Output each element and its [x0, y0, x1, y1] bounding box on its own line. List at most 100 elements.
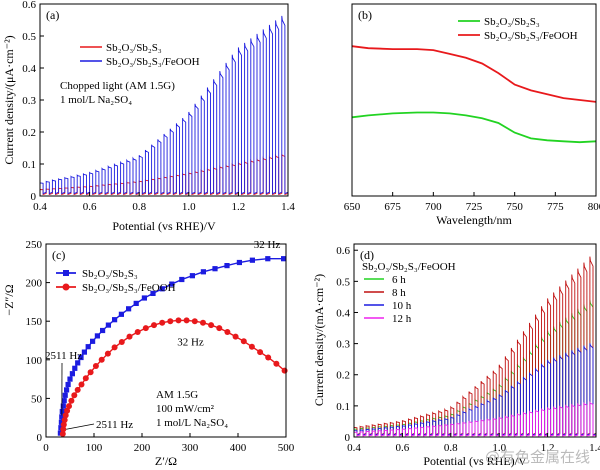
panel-c-x-tick-label-5: 500: [278, 442, 295, 454]
watermark: @有色金属在线: [485, 448, 590, 466]
panel-b-x-tick-label-3: 725: [466, 201, 483, 213]
panel-c-point-label-2: 2511 Hz: [45, 350, 82, 362]
panel-d-series: [353, 256, 597, 437]
panel-b-legend: Sb₂O₃/Sb₂S₃ Sb₂O₃/Sb₂S₃/FeOOH: [458, 16, 578, 42]
panel-c-series-1-point-16: [111, 344, 118, 351]
panel-c-series-1-point-23: [167, 318, 174, 325]
panel-d-x-tick-label-3: 1.0: [492, 442, 506, 454]
panel-c-series-1-point-10: [78, 381, 85, 388]
panel-c-series-1-point-27: [200, 319, 206, 326]
panel-c-x-tick-label-1: 100: [86, 442, 103, 454]
panel-b-series-0-line: [351, 111, 597, 144]
panel-c-series-1-point-25: [183, 317, 190, 324]
panel-a-y-tick-label-0: 0: [31, 191, 37, 203]
panel-c-series-1-point-26: [191, 318, 198, 325]
panel-d-y-ticks: 0 0.1 0.2 0.3 0.4 0.5 0.6: [336, 245, 358, 444]
panel-c-series-1-point-1: [60, 426, 67, 433]
panel-c-series-1-point-31: [232, 333, 239, 340]
panel-c-series-0-point-5: [60, 403, 66, 409]
panel-c-series-0-point-19: [100, 327, 106, 334]
panel-d-x-ticks: 0.4 0.6 0.8 1.0 1.2 1.4: [347, 433, 600, 454]
panel-b-x-tick-label-6: 800: [588, 201, 600, 213]
panel-c-annotation-1: 100 mW/cm²: [156, 403, 215, 415]
panel-a-x-label: Potential (vs RHE)/V: [112, 219, 216, 233]
panel-c-series-0-point-30: [189, 273, 195, 279]
panel-a-x-tick-label-3: 1.0: [182, 201, 196, 213]
panel-c-frame: [45, 243, 287, 438]
panel-c-y-tick-label-4: 200: [26, 278, 43, 290]
panel-b: 650675700725750775800 (b) Wavelength/nm …: [344, 3, 600, 227]
panel-b-x-tick-label-2: 700: [425, 201, 442, 213]
panel-c-series-1-point-15: [104, 350, 111, 357]
panel-c-series-1-point-32: [240, 338, 247, 345]
panel-d-legend-label-2: 10 h: [392, 300, 412, 312]
panel-a-y-tick-label-4: 0.4: [22, 63, 36, 75]
panel-c-y-tick-label-3: 150: [26, 316, 43, 328]
panel-c-series-1-point-19: [134, 329, 141, 335]
panel-a-annotation-1: 1 mol/L Na₂SO₄: [60, 94, 132, 106]
panel-c-series-0-point-10: [67, 376, 73, 382]
panel-c-series-1-point-20: [142, 325, 149, 332]
panel-c-series-1-point-29: [216, 325, 223, 332]
panel-c-series-1-point-24: [175, 317, 182, 324]
panel-c-x-ticks: 0 100 200 300 400 500: [43, 433, 295, 454]
panel-c-series-1-point-12: [87, 369, 94, 376]
panel-c-x-tick-label-3: 300: [182, 442, 199, 454]
panel-b-x-tick-label-0: 650: [344, 201, 361, 213]
panel-a-y-tick-label-3: 0.3: [22, 95, 36, 107]
panel-c-legend-marker-1: [62, 283, 70, 291]
panel-d-y-tick-label-5: 0.5: [336, 276, 350, 288]
panel-c-legend-label-0: Sb₂O₃/Sb₂S₃: [82, 268, 138, 280]
panel-c-series-0-point-33: [224, 263, 230, 269]
panel-c-series-0-point-32: [212, 266, 218, 272]
panel-c-point-label-3: 2511 Hz: [96, 419, 133, 431]
panel-c-series-0-point-6: [61, 398, 67, 404]
panel-c-series-0-point-34: [236, 259, 242, 266]
panel-a-label: (a): [46, 8, 59, 22]
panel-c-legend-label-1: Sb₂O₃/Sb₂S₃/FeOOH: [82, 282, 176, 294]
panel-a-x-tick-label-2: 0.8: [132, 201, 146, 213]
panel-d-x-label: Potential (vs RHE)/V: [423, 454, 527, 468]
panel-c-series: [57, 256, 288, 437]
panel-a-x-tick-label-1: 0.6: [83, 201, 97, 213]
panel-d-legend-label-0: 6 h: [392, 274, 406, 286]
panel-b-x-tick-label-5: 775: [547, 201, 564, 213]
panel-d-y-tick-label-3: 0.3: [336, 339, 350, 351]
panel-c-series-0-point-17: [90, 338, 96, 344]
panel-c-legend-marker-0: [63, 270, 69, 276]
panel-c: 0 100 200 300 400 500 0 50 100 150 200 250 (c) Z′/…: [2, 239, 295, 468]
panel-a-x-tick-label-0: 0.4: [33, 201, 47, 213]
panel-c-series-0-point-18: [94, 333, 100, 339]
panel-c-series-0-point-21: [112, 317, 118, 323]
panel-c-annotation-0: AM 1.5G: [156, 389, 198, 401]
panel-c-series-1-point-28: [208, 322, 215, 329]
panel-d-y-tick-label-1: 0.1: [336, 401, 350, 413]
panel-c-series-0-point-28: [169, 281, 175, 287]
panel-c-point-label-1: 32 Hz: [177, 336, 204, 348]
panel-d-y-tick-label-4: 0.4: [336, 307, 350, 319]
panel-c-series-1-point-17: [118, 339, 125, 345]
panel-a-annotation-0: Chopped light (AM 1.5G): [60, 80, 175, 92]
panel-c-series-0-point-12: [72, 365, 78, 371]
panel-c-series-0-point-7: [62, 392, 68, 398]
panel-c-series-1-point-3: [61, 417, 68, 423]
panel-c-point-label-0: 32 Hz: [254, 239, 281, 251]
panel-c-series-1-point-34: [257, 349, 264, 356]
panel-d-legend-label-3: 12 h: [392, 313, 412, 325]
panel-c-series-1-point-6: [66, 403, 72, 410]
panel-a-legend-label-0: Sb₂O₃/Sb₂S₃: [106, 42, 162, 54]
panel-a-y-tick-label-6: 0.6: [22, 0, 36, 11]
panel-c-series-0-point-20: [105, 322, 111, 328]
panel-a-series-1-line: [39, 15, 289, 195]
panel-c-series-1-point-0: [59, 430, 66, 437]
panel-a-x-tick-label-5: 1.4: [281, 201, 295, 213]
panel-c-series-0-point-8: [64, 387, 70, 393]
panel-c-x-tick-label-2: 200: [134, 442, 151, 454]
panel-c-y-tick-label-0: 0: [37, 432, 43, 444]
panel-c-series-1-point-9: [74, 386, 81, 393]
panel-c-series-1-point-36: [273, 360, 280, 367]
panel-d-x-tick-label-1: 0.6: [396, 442, 410, 454]
panel-b-x-label: Wavelength/nm: [436, 213, 512, 227]
panel-c-series-0-point-35: [249, 257, 255, 263]
